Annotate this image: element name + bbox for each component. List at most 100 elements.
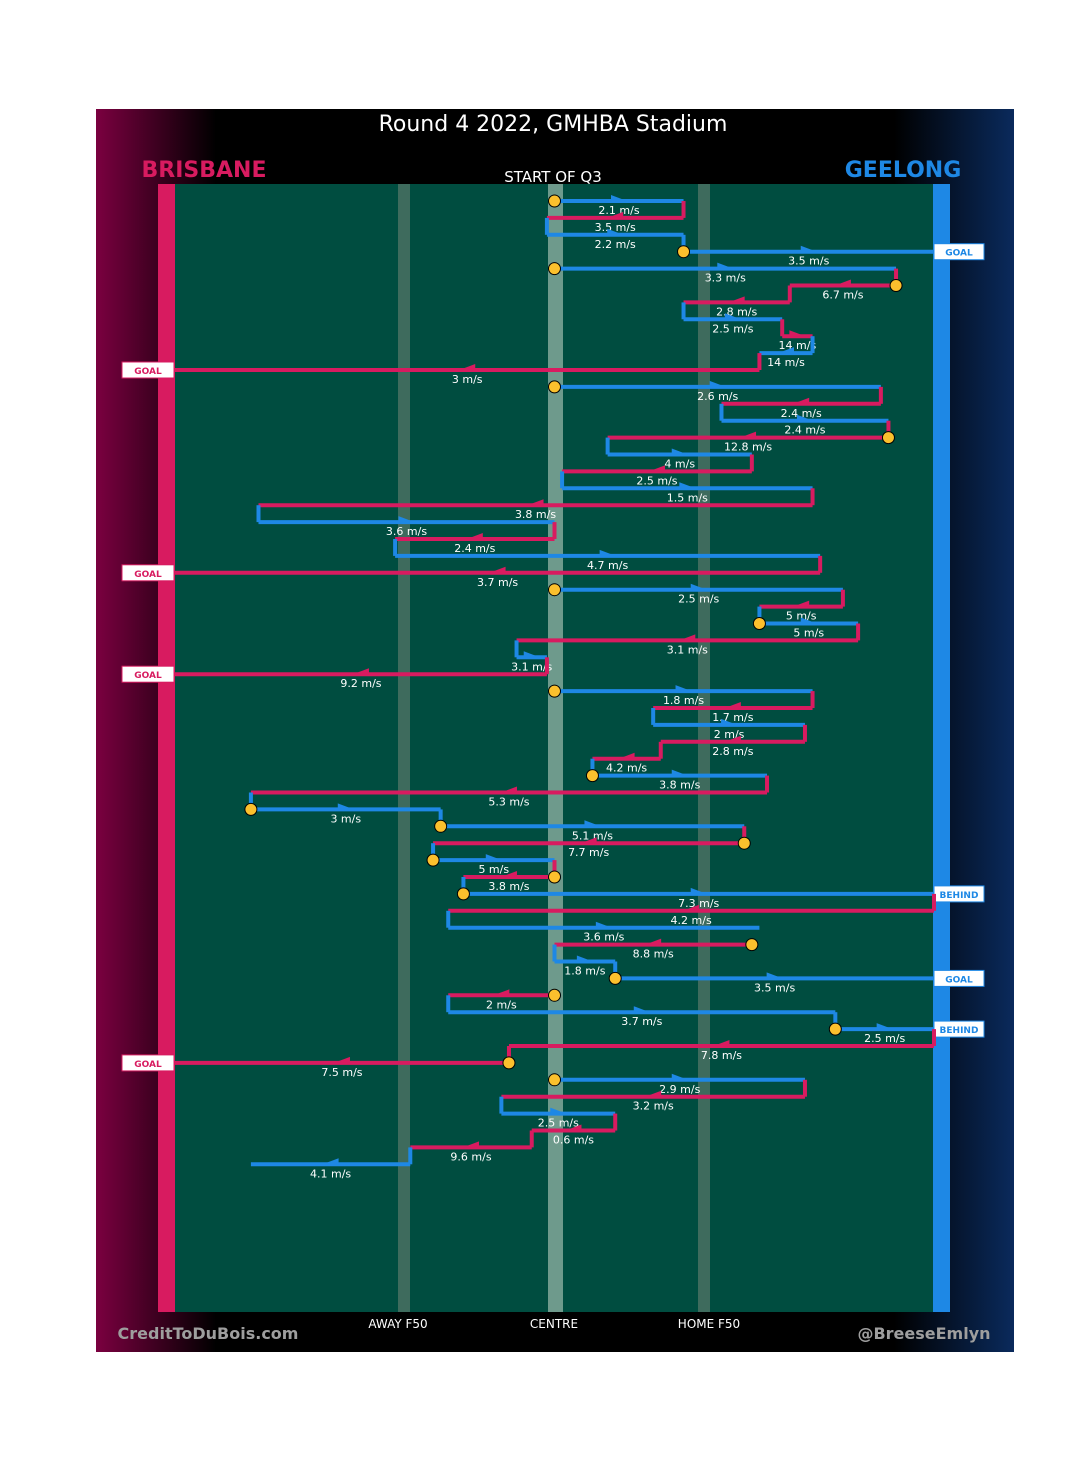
speed-label: 2.9 m/s — [659, 1083, 700, 1096]
stoppage-marker — [244, 802, 258, 816]
stoppage-marker — [677, 245, 691, 259]
speed-label: 3 m/s — [330, 812, 361, 825]
speed-label: 2.5 m/s — [636, 474, 677, 487]
outcome-badge — [121, 361, 175, 379]
stoppage-marker — [752, 617, 766, 630]
speed-label: 3.1 m/s — [667, 643, 708, 656]
speed-label: 4.7 m/s — [587, 559, 628, 572]
stoppage-marker — [548, 583, 561, 597]
geelong-goal-line — [933, 184, 950, 1312]
speed-label: 5 m/s — [478, 863, 509, 876]
direction-arrow — [671, 769, 688, 776]
direction-arrow — [337, 803, 354, 810]
speed-label: 2.8 m/s — [716, 305, 757, 318]
speed-label: 5 m/s — [793, 627, 824, 640]
speed-label: 6.7 m/s — [822, 289, 863, 302]
speed-label: 0.6 m/s — [553, 1134, 594, 1147]
direction-arrow — [333, 1056, 350, 1063]
outcome-badge — [933, 243, 985, 261]
stoppage-marker — [502, 1056, 516, 1070]
direction-arrow — [550, 1107, 567, 1114]
speed-label: 8.8 m/s — [633, 948, 674, 961]
outcome-label: GOAL — [134, 671, 162, 681]
speed-label: 3.8 m/s — [659, 779, 700, 792]
direction-arrow — [493, 989, 510, 996]
direction-arrow — [675, 685, 692, 692]
stoppage-marker — [548, 1073, 561, 1087]
speed-label: 2.5 m/s — [538, 1117, 579, 1130]
speed-label: 4.1 m/s — [310, 1167, 351, 1180]
speed-label: 3.8 m/s — [515, 508, 556, 521]
direction-arrow — [466, 533, 483, 539]
direction-arrow — [648, 465, 665, 472]
speed-label: 2.2 m/s — [595, 238, 636, 251]
direction-arrow — [740, 431, 757, 438]
speed-label: 9.2 m/s — [340, 677, 381, 690]
direction-arrow — [500, 786, 517, 793]
speed-label: 7.7 m/s — [568, 846, 609, 859]
outcome-label: BEHIND — [940, 891, 979, 901]
stoppage-marker — [585, 769, 599, 783]
speed-label: 3 m/s — [452, 373, 483, 386]
stoppage-marker — [881, 431, 895, 445]
speed-label: 1.8 m/s — [564, 965, 605, 978]
direction-arrow — [671, 448, 688, 455]
direction-arrow — [322, 1158, 339, 1165]
speed-label: 4 m/s — [664, 458, 695, 471]
speed-label: 2.5 m/s — [864, 1032, 905, 1045]
speed-label: 9.6 m/s — [450, 1150, 491, 1163]
direction-arrow — [633, 1006, 650, 1013]
direction-arrow — [724, 735, 741, 742]
direction-arrow — [611, 195, 628, 201]
speed-label: 2 m/s — [486, 998, 517, 1011]
direction-arrow — [721, 718, 738, 725]
speed-label: 3.5 m/s — [595, 221, 636, 234]
direction-arrow — [793, 397, 810, 404]
direction-arrow — [671, 1073, 688, 1080]
direction-arrow — [463, 1141, 480, 1148]
direction-arrow — [679, 482, 696, 489]
speed-label: 7.5 m/s — [321, 1066, 362, 1079]
speed-label: 3.8 m/s — [488, 880, 529, 893]
chart-title: Round 4 2022, GMHBA Stadium — [379, 112, 728, 137]
direction-arrow — [500, 871, 517, 877]
speed-label: 2.4 m/s — [454, 542, 495, 555]
direction-arrow — [527, 499, 544, 506]
direction-arrow — [717, 262, 734, 269]
direction-arrow — [800, 617, 817, 624]
direction-arrow — [595, 921, 612, 928]
speed-label: 3.6 m/s — [386, 525, 427, 538]
axis-label-centre: CENTRE — [530, 1317, 578, 1331]
outcome-badge — [121, 665, 175, 683]
stoppage-marker — [745, 938, 759, 952]
speed-label: 1.7 m/s — [712, 711, 753, 724]
credit-right: @BreeseEmlyn — [857, 1324, 990, 1343]
direction-arrow — [352, 668, 369, 675]
direction-arrow — [713, 1040, 730, 1046]
speed-label: 2.5 m/s — [712, 322, 753, 335]
direction-arrow — [709, 380, 726, 387]
outcome-label: BEHIND — [940, 1026, 979, 1036]
quarter-label: START OF Q3 — [504, 168, 602, 186]
speed-label: 1.8 m/s — [663, 694, 704, 707]
stoppage-marker — [434, 819, 448, 833]
brisbane-goal-line — [158, 184, 175, 1312]
direction-arrow — [523, 651, 540, 658]
speed-label: 5 m/s — [786, 610, 817, 623]
outcome-label: GOAL — [134, 1060, 162, 1070]
speed-label: 7.8 m/s — [701, 1049, 742, 1062]
speed-label: 14 m/s — [779, 339, 817, 352]
direction-arrow — [679, 634, 696, 641]
direction-arrow — [645, 938, 662, 945]
stoppage-marker — [889, 279, 903, 292]
outcome-badge — [933, 969, 985, 987]
direction-arrow — [580, 837, 597, 844]
chain-marks: 2.1 m/s 3.5 m/s 2.2 m/s 3.5 m/s GOAL 3.3 m/s 6… — [121, 194, 985, 1180]
stoppage-marker — [608, 971, 622, 985]
speed-label: 3.7 m/s — [621, 1015, 662, 1028]
speed-label: 3.1 m/s — [511, 660, 552, 673]
speed-label: 2.8 m/s — [712, 745, 753, 758]
direction-arrow — [485, 854, 502, 861]
stoppage-marker — [548, 988, 561, 1002]
speed-label: 2.5 m/s — [678, 593, 719, 606]
